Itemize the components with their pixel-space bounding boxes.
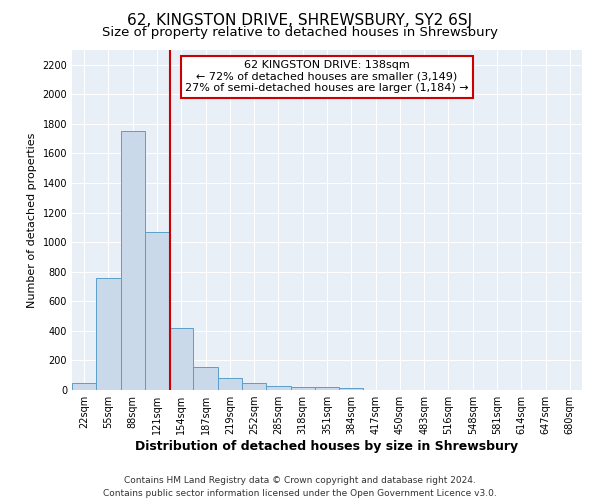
Y-axis label: Number of detached properties: Number of detached properties — [27, 132, 37, 308]
Bar — [96, 278, 121, 390]
Bar — [290, 387, 315, 390]
Text: 62 KINGSTON DRIVE: 138sqm
← 72% of detached houses are smaller (3,149)
27% of se: 62 KINGSTON DRIVE: 138sqm ← 72% of detac… — [185, 60, 469, 94]
Bar — [121, 132, 145, 390]
Text: 62, KINGSTON DRIVE, SHREWSBURY, SY2 6SJ: 62, KINGSTON DRIVE, SHREWSBURY, SY2 6SJ — [127, 12, 473, 28]
X-axis label: Distribution of detached houses by size in Shrewsbury: Distribution of detached houses by size … — [136, 440, 518, 453]
Bar — [339, 388, 364, 390]
Bar — [72, 382, 96, 390]
Text: Contains HM Land Registry data © Crown copyright and database right 2024.
Contai: Contains HM Land Registry data © Crown c… — [103, 476, 497, 498]
Bar — [169, 328, 193, 390]
Bar — [315, 387, 339, 390]
Bar — [242, 384, 266, 390]
Bar — [266, 386, 290, 390]
Bar — [218, 378, 242, 390]
Bar — [193, 367, 218, 390]
Bar — [145, 232, 169, 390]
Text: Size of property relative to detached houses in Shrewsbury: Size of property relative to detached ho… — [102, 26, 498, 39]
